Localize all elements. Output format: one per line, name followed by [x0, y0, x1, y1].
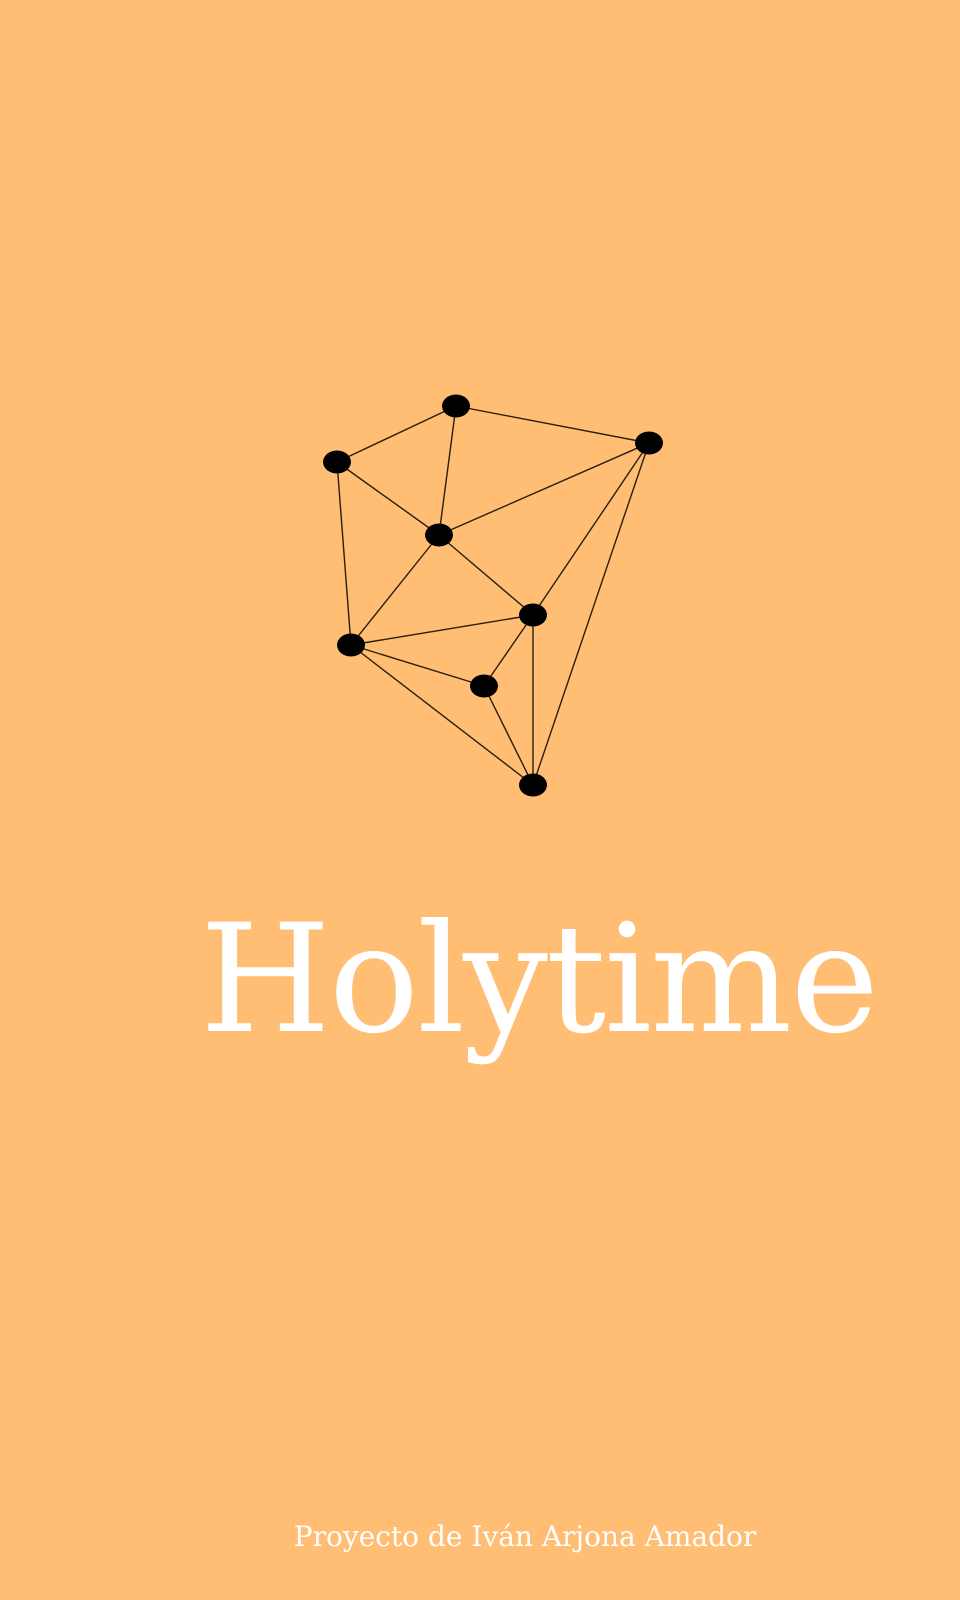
graph-edge [350, 534, 440, 646]
graph-node [470, 674, 498, 698]
graph-nodes [323, 394, 663, 797]
graph-node [337, 633, 365, 657]
network-graph-icon [323, 394, 663, 797]
graph-node [425, 523, 453, 547]
graph-node [442, 394, 470, 418]
graph-edge [483, 614, 534, 687]
graph-edge [350, 614, 534, 646]
graph-edge [350, 644, 534, 786]
graph-edges [336, 405, 650, 786]
graph-edge [336, 461, 352, 646]
graph-edge [438, 442, 650, 536]
graph-node [519, 773, 547, 797]
graph-edge [455, 405, 650, 444]
graph-edge [438, 405, 457, 536]
graph-edge [336, 405, 457, 463]
graph-edge [532, 442, 650, 786]
graph-edge [532, 442, 650, 616]
app-title: Holytime [200, 893, 879, 1067]
graph-edge [350, 644, 485, 687]
graph-node [519, 603, 547, 627]
graph-edge [438, 534, 534, 616]
credit-text: Proyecto de Iván Arjona Amador [293, 1520, 757, 1553]
graph-node [323, 450, 351, 474]
graph-node [635, 431, 663, 455]
graph-edge [336, 461, 440, 536]
graph-edge [483, 685, 534, 786]
